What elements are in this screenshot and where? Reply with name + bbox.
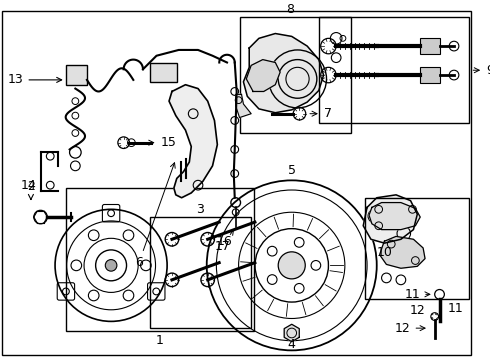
Polygon shape <box>169 85 218 198</box>
Polygon shape <box>363 195 417 243</box>
Bar <box>365 198 469 299</box>
Polygon shape <box>244 33 323 113</box>
Text: 1: 1 <box>155 334 163 347</box>
Text: 5: 5 <box>288 164 296 177</box>
Polygon shape <box>369 203 420 230</box>
Text: 14: 14 <box>21 179 37 192</box>
Text: 2: 2 <box>27 180 35 199</box>
Text: 15: 15 <box>136 136 176 149</box>
Text: 4: 4 <box>288 338 295 351</box>
Bar <box>150 217 251 328</box>
Text: 13: 13 <box>8 73 62 86</box>
Text: 16: 16 <box>216 235 232 248</box>
Bar <box>420 67 440 83</box>
Polygon shape <box>380 237 425 268</box>
Bar <box>66 188 254 331</box>
Bar <box>240 17 351 133</box>
Bar <box>420 39 440 54</box>
Text: 3: 3 <box>196 203 204 216</box>
Text: 10: 10 <box>376 246 392 259</box>
Text: 12: 12 <box>410 304 425 317</box>
Polygon shape <box>236 94 251 118</box>
Bar <box>150 63 177 82</box>
Text: 6: 6 <box>135 163 175 269</box>
Bar <box>319 17 468 123</box>
Text: 17: 17 <box>214 230 234 253</box>
Bar <box>66 66 87 85</box>
Text: 8: 8 <box>286 3 294 16</box>
Text: 12: 12 <box>395 321 425 335</box>
Text: 7: 7 <box>310 107 332 120</box>
Polygon shape <box>284 324 299 342</box>
Circle shape <box>278 252 305 279</box>
Polygon shape <box>246 60 280 91</box>
Circle shape <box>105 260 117 271</box>
Text: 11: 11 <box>404 288 430 301</box>
Text: 9: 9 <box>473 64 490 77</box>
Text: 11: 11 <box>447 302 463 315</box>
